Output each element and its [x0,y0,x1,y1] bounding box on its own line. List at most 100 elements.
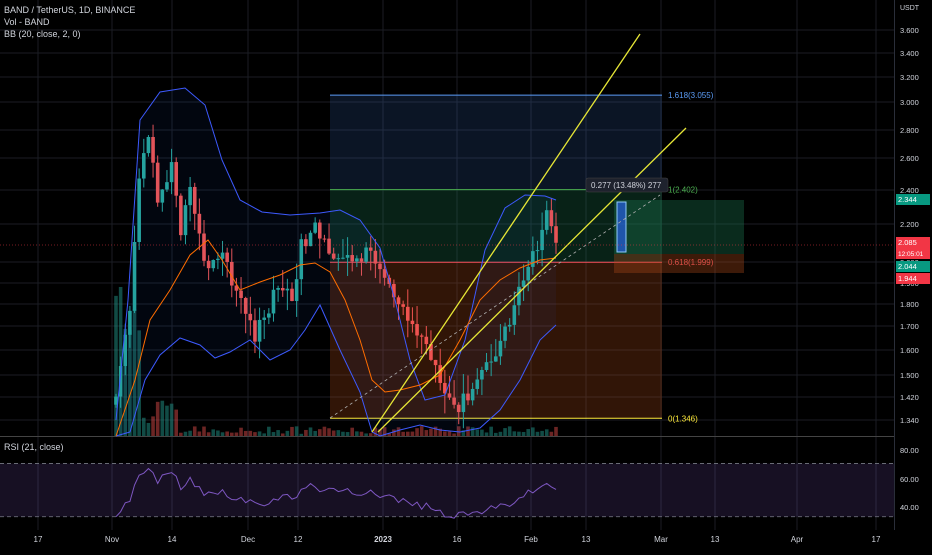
volume-bar [535,431,540,436]
candle-body [419,335,424,337]
volume-bar [452,433,456,436]
candle-body [313,222,317,233]
candle-body [285,288,290,291]
volume-bar [456,426,461,436]
volume-bar [179,432,183,436]
price-tick-label: 1.800 [900,300,919,309]
chart-legend: BAND / TetherUS, 1D, BINANCE Vol - BAND … [4,4,135,40]
volume-bar [331,430,336,436]
candle-body [299,239,304,280]
candle-body [350,255,355,262]
bollinger-upper-band [115,87,557,421]
volume-bar [123,328,128,436]
candle-body [355,258,359,262]
candle-body [123,334,128,367]
price-tick-label: 3.000 [900,98,919,107]
price-badge-label: 2.044 [898,262,917,271]
time-tick-label: 13 [582,535,591,544]
volume-bar [206,432,211,436]
time-tick-label: 14 [168,535,177,544]
volume-bar [540,430,544,436]
volume-bar [345,432,350,436]
price-badge-label: 12:05:01 [898,251,924,258]
fib-level-label: 0.618(1.999) [668,258,714,267]
rsi-band [0,463,894,517]
volume-bar [285,430,290,436]
volume-bar [132,309,137,436]
price-tick-label: 3.400 [900,49,919,58]
rsi-tick-label: 60.00 [900,475,919,484]
time-tick-label: 2023 [374,535,392,544]
volume-bar [253,432,257,436]
candle-body [290,288,294,302]
volume-bar [276,430,280,436]
candle-body [378,263,382,270]
price-tick-label: 2.200 [900,220,919,229]
volume-bar [503,428,507,436]
candle-body [327,238,331,254]
volume-bar [544,429,549,436]
candle-body [202,233,206,261]
volume-bar [443,431,447,436]
price-tick-label: 2.600 [900,154,919,163]
fib-level-label: 0(1.346) [668,414,698,423]
candle-body [368,247,373,251]
candle-body [382,269,387,278]
bollinger-lower-band [115,303,557,437]
time-tick-label: 12 [294,535,303,544]
price-badge-label: 2.085 [898,238,917,247]
candle-body [410,320,415,325]
candle-body [503,326,507,341]
candle-body [540,229,544,251]
candle-body [132,242,137,311]
time-tick-label: Feb [524,535,538,544]
time-tick-label: Apr [791,535,804,544]
candle-body [160,189,165,203]
volume-bar [197,431,202,436]
volume-bar [229,432,234,436]
rsi-indicator-label[interactable]: RSI (21, close) [4,442,64,452]
volume-bar [493,432,498,436]
candle-body [554,226,558,243]
candle-body [433,359,438,366]
candle-body [211,260,216,269]
candle-body [415,324,419,336]
rsi-tick-label: 40.00 [900,503,919,512]
time-tick-label: 17 [34,535,43,544]
volume-bar [410,431,415,436]
candle-body [526,266,531,281]
volume-bar [239,427,243,436]
bollinger-indicator-label[interactable]: BB (20, close, 2, 0) [4,29,81,39]
measure-bar [616,201,627,253]
volume-bar [447,431,452,436]
candle-body [169,162,174,183]
candle-body [118,366,123,397]
volume-bar [317,429,322,436]
candle-body [507,324,512,327]
volume-bar [433,426,438,436]
candle-body [262,317,267,320]
time-tick-label: 13 [711,535,720,544]
volume-bar [507,426,512,436]
volume-bar [373,427,378,436]
candle-body [512,305,517,325]
candle-body [498,340,503,357]
candle-body [405,306,410,321]
volume-bar [359,431,364,436]
volume-bar [424,430,429,436]
symbol-title[interactable]: BAND / TetherUS, 1D, BINANCE [4,5,136,15]
volume-bar [336,430,341,436]
measure-tooltip [585,177,669,193]
price-badge-label: 1.944 [898,274,917,283]
position-loss-zone [614,254,744,273]
candle-body [280,288,285,291]
candle-body [174,162,179,196]
volume-indicator-label[interactable]: Vol - BAND [4,17,50,27]
candle-body [197,213,202,234]
volume-bar [192,426,197,436]
volume-bar [188,430,192,436]
volume-bar [341,431,345,436]
volume-bar [220,432,225,436]
